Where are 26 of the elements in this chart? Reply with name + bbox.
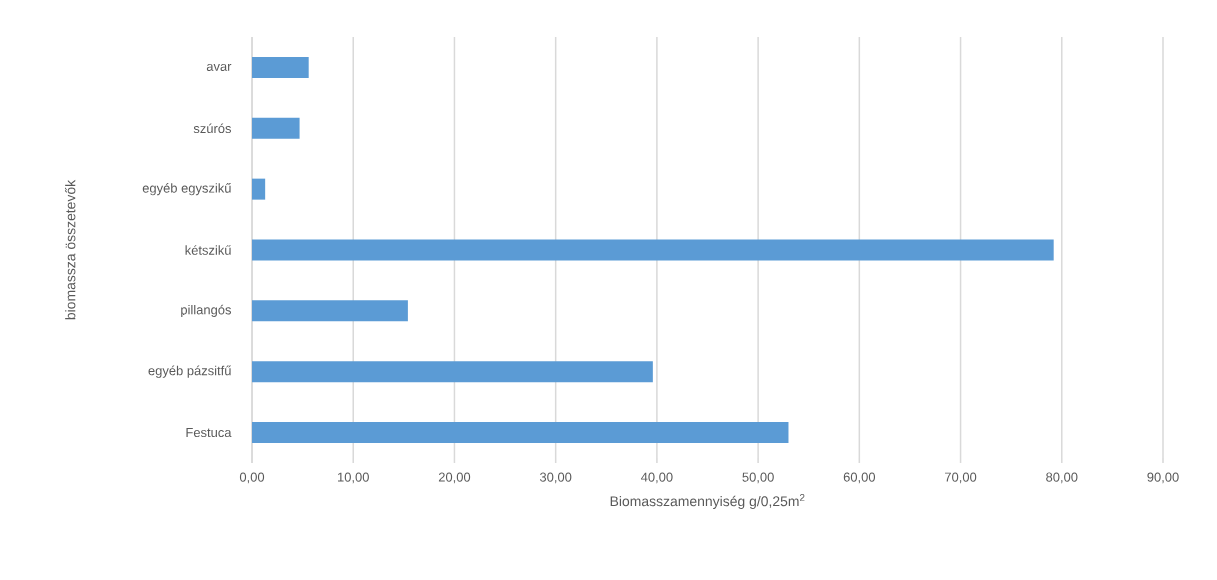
y-tick-label: pillangós: [181, 304, 232, 317]
x-tick-label: 10,00: [338, 472, 369, 484]
bar: [252, 178, 266, 200]
bar: [252, 117, 300, 139]
x-tick-label: 20,00: [438, 472, 471, 484]
bar: [252, 361, 653, 383]
y-tick-label: avar: [206, 63, 232, 71]
y-tick-label: szúrós: [193, 123, 232, 134]
bar: [252, 422, 789, 444]
x-tick-label: 60,00: [843, 472, 876, 484]
bar: [252, 56, 309, 78]
y-tick-label: egyéb pázsitfű: [148, 365, 231, 378]
x-tick-label: 50,00: [742, 472, 774, 484]
x-tick-label: 40,00: [640, 472, 673, 484]
x-tick-label: 70,00: [945, 472, 977, 484]
x-tick-label: 30,00: [539, 472, 572, 484]
y-tick-label: Festuca: [186, 428, 232, 438]
bar: [252, 300, 408, 322]
x-axis-title: Biomasszamennyiség g/0,25m$^{2}$: [610, 494, 805, 509]
bar: [252, 239, 1054, 261]
y-tick-label: kétszikű: [185, 245, 231, 255]
x-tick-label: 90,00: [1147, 472, 1179, 484]
x-tick-label: 80,00: [1046, 472, 1078, 484]
y-tick-label: egyéb egyszikű: [142, 183, 231, 196]
x-tick-label: 0,00: [239, 472, 265, 484]
y-axis-title: biomassza összetevők: [64, 179, 76, 320]
